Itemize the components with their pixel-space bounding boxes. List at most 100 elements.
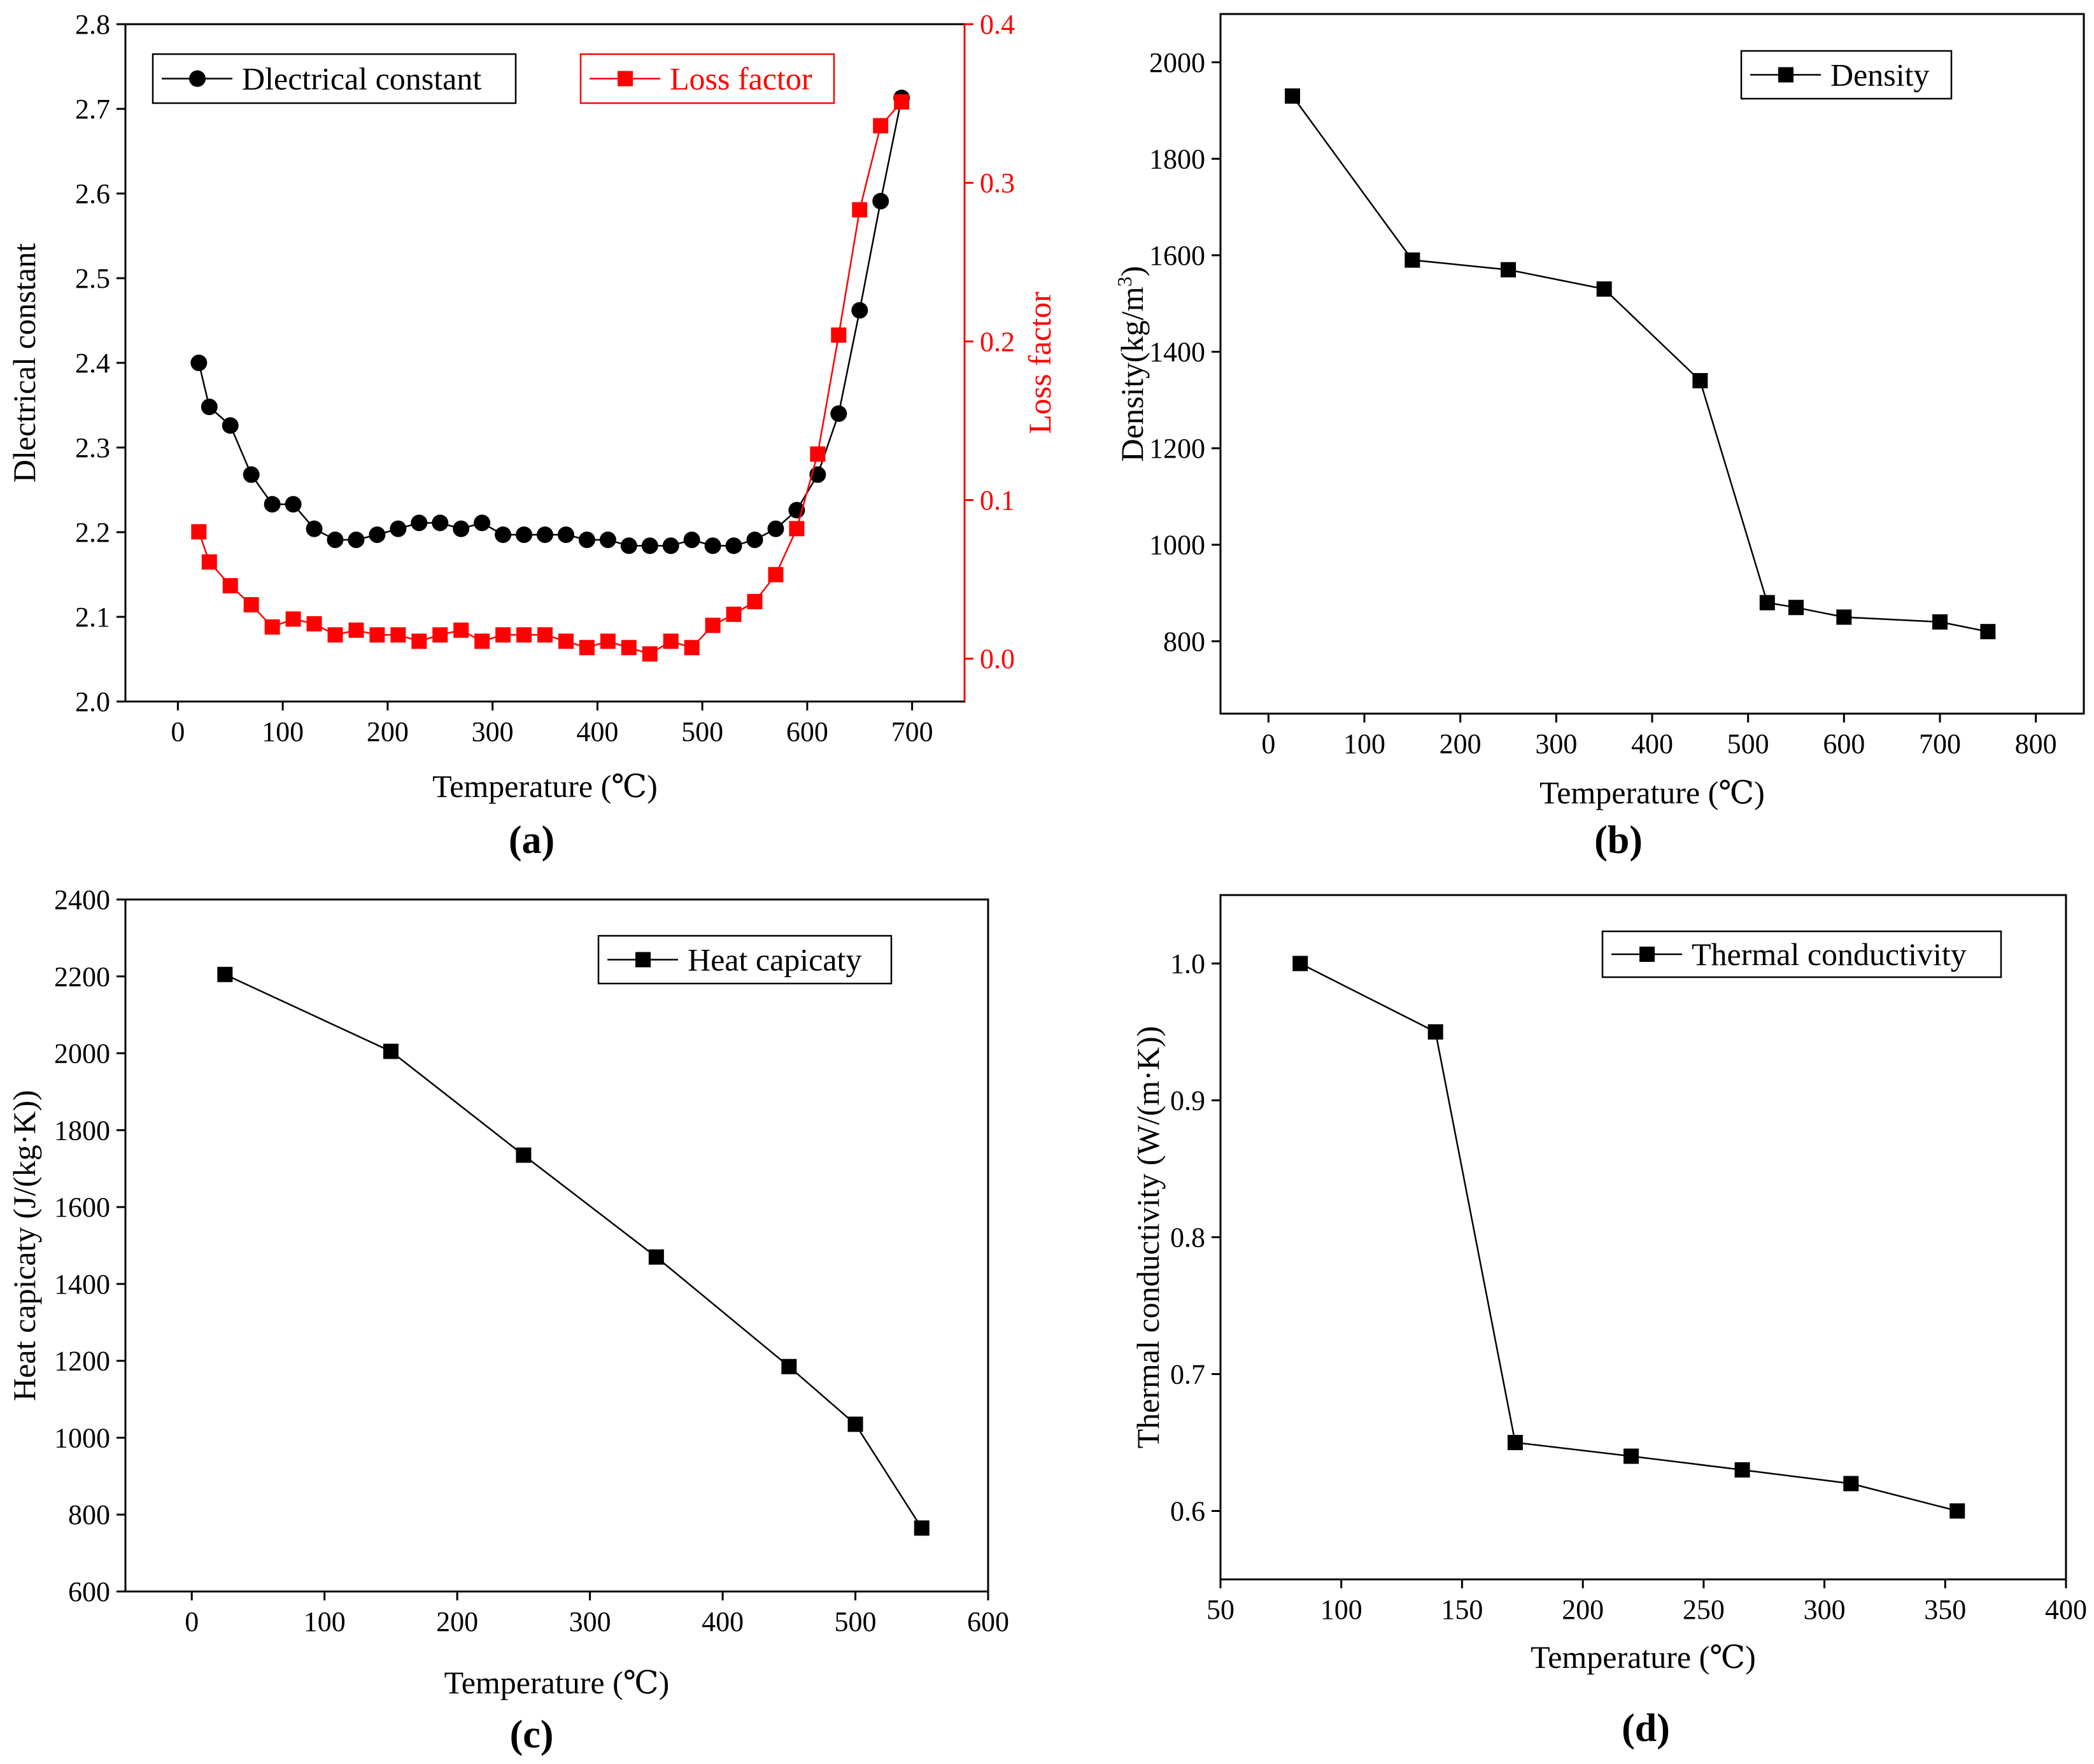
x-tick-label: 100	[262, 716, 304, 747]
data-point	[620, 537, 637, 554]
data-point	[704, 537, 721, 554]
x-axis-label: Temperature (℃)	[1531, 1639, 1756, 1675]
x-tick-label: 350	[1924, 1594, 1966, 1625]
y2-tick-label: 0.2	[980, 326, 1015, 357]
y-tick-label: 0.9	[1170, 1085, 1205, 1117]
series-line	[224, 973, 923, 1529]
x-tick-label: 200	[1562, 1594, 1604, 1625]
x-tick-label: 700	[891, 716, 933, 747]
y-axis-label: Dlectrical constant	[6, 243, 42, 483]
data-point	[217, 966, 233, 982]
data-point	[599, 531, 616, 548]
legend-marker	[1778, 67, 1793, 83]
y-tick-label: 0.8	[1170, 1222, 1205, 1253]
legend-label: Loss factor	[670, 61, 812, 97]
y-axis-label-superscript: 3	[1113, 276, 1136, 286]
y-tick-label: 1800	[1149, 143, 1205, 174]
x-tick-label: 300	[569, 1606, 611, 1637]
data-point	[579, 640, 595, 656]
y-axis-label-end: )	[1114, 266, 1150, 277]
data-point	[474, 514, 491, 532]
data-point	[348, 531, 365, 548]
y-tick-label: 600	[68, 1576, 110, 1607]
plot-frame	[124, 898, 989, 1593]
series-line	[1291, 95, 1988, 633]
data-point	[578, 531, 595, 548]
data-point	[1692, 373, 1708, 389]
y-axis-label: Heat capicaty (J/(kg·K))	[6, 1090, 42, 1401]
data-point	[453, 622, 469, 638]
data-point	[747, 594, 763, 610]
x-axis-label: Temperature (℃)	[1539, 775, 1765, 810]
data-point	[537, 526, 553, 543]
x-tick-label: 0	[1261, 728, 1275, 759]
plot-frame	[1219, 894, 2067, 1581]
legend-marker	[1639, 947, 1655, 962]
y-tick-label: 2400	[54, 884, 110, 915]
data-point	[390, 627, 406, 643]
data-point	[411, 633, 427, 649]
x-tick-label: 100	[1320, 1594, 1362, 1625]
data-point	[600, 633, 616, 649]
y-tick-label: 2000	[1149, 47, 1205, 78]
data-point	[705, 617, 721, 633]
y-axis-label: Thermal conductivity (W/(m·K))	[1130, 1026, 1166, 1449]
x-tick-label: 600	[1823, 728, 1865, 759]
data-point	[285, 496, 302, 513]
data-point	[894, 94, 910, 110]
data-point	[746, 531, 763, 548]
series-line	[198, 97, 903, 547]
x-tick-label: 500	[681, 716, 723, 747]
data-point	[872, 192, 889, 209]
panel-b: 0 100 200 300 400 500 600 700 800 800 1000 1200 1400…	[1113, 13, 2085, 862]
legend-marker	[635, 952, 651, 968]
x-tick-label: 200	[367, 716, 409, 747]
data-point	[810, 446, 826, 462]
y2-tick-label: 0.0	[980, 644, 1015, 675]
data-point	[264, 496, 281, 513]
data-point	[768, 567, 784, 582]
data-point	[1501, 262, 1516, 278]
data-point	[831, 327, 847, 343]
data-point	[683, 531, 700, 548]
data-point	[1624, 1448, 1639, 1464]
data-point	[285, 611, 301, 627]
data-point	[369, 526, 386, 543]
data-point	[621, 640, 637, 656]
data-point	[663, 633, 679, 649]
x-tick-label: 400	[702, 1606, 744, 1637]
y-axis-label: Density(kg/m3)	[1113, 266, 1150, 462]
data-point	[1788, 600, 1804, 616]
y-tick-label: 2000	[54, 1038, 110, 1069]
data-point	[767, 520, 784, 537]
data-point	[432, 627, 448, 643]
data-point	[411, 514, 428, 532]
data-point	[306, 616, 322, 632]
data-point	[1932, 614, 1948, 630]
data-point	[327, 531, 344, 548]
data-point	[537, 627, 553, 643]
y-tick-label: 2.6	[75, 178, 110, 209]
data-point	[222, 578, 238, 594]
data-point	[474, 633, 490, 649]
y2-tick-label: 0.4	[980, 9, 1015, 40]
data-point	[1949, 1503, 1965, 1519]
data-point	[1596, 281, 1612, 297]
x-tick-label: 700	[1919, 728, 1961, 759]
panel-a: 0 100 200 300 400 500 600 700 2.0 2.1 2.2 2.3 2.4 2.5…	[6, 9, 1058, 862]
y-tick-label: 1800	[54, 1115, 110, 1146]
data-point	[873, 118, 889, 134]
data-point	[847, 1416, 863, 1432]
data-point	[1836, 609, 1852, 625]
data-point	[648, 1249, 664, 1265]
data-point	[852, 202, 868, 218]
y-tick-label: 2.5	[75, 263, 110, 294]
data-point	[851, 302, 868, 319]
x-tick-label: 100	[1343, 728, 1385, 759]
x-tick-label: 300	[1804, 1594, 1846, 1625]
y2-tick-label: 0.3	[980, 167, 1015, 199]
data-point	[789, 521, 805, 537]
data-point	[914, 1520, 930, 1536]
y-tick-label: 800	[68, 1499, 110, 1530]
legend-marker	[189, 70, 206, 87]
